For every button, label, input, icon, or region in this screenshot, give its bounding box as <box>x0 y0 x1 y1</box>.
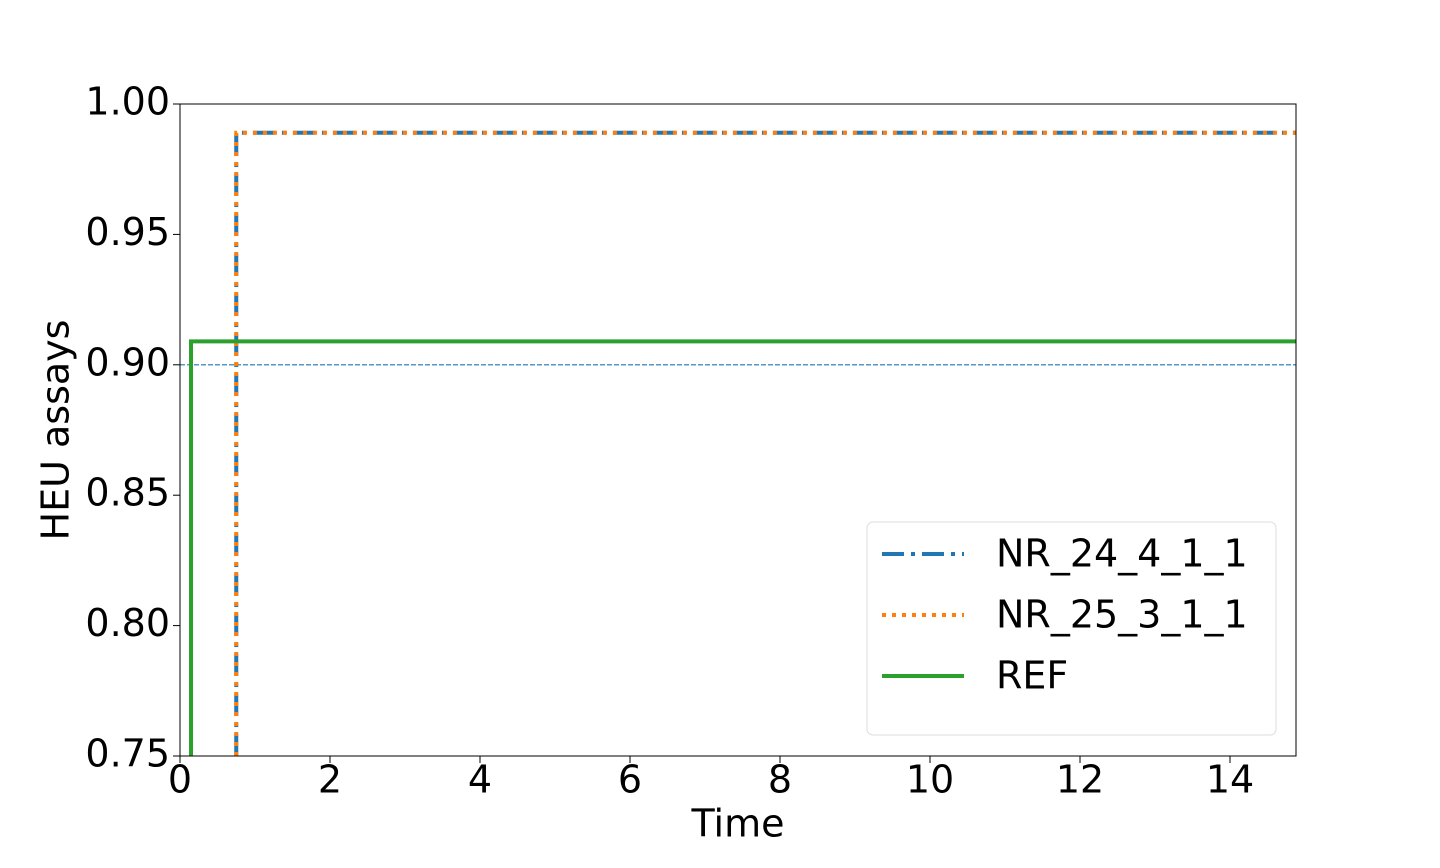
x-tick-label: 4 <box>468 758 492 802</box>
y-axis-label: HEU assays <box>34 320 78 541</box>
y-tick-label: 0.90 <box>85 340 170 384</box>
series-line <box>234 130 1296 756</box>
y-tick-label: 0.75 <box>85 732 170 776</box>
x-tick-label: 8 <box>768 758 792 802</box>
x-axis-label: Time <box>691 802 785 846</box>
legend: NR_24_4_1_1 NR_25_3_1_1 REF <box>866 521 1277 736</box>
legend-box <box>866 521 1277 736</box>
series-line <box>234 130 1296 756</box>
x-tick-label: 12 <box>1056 758 1104 802</box>
legend-label: NR_24_4_1_1 <box>996 532 1248 576</box>
x-tick-label: 2 <box>318 758 342 802</box>
legend-label: REF <box>996 654 1068 698</box>
x-tick-label: 0 <box>168 758 192 802</box>
plot-area <box>180 130 1296 756</box>
y-tick-label: 1.00 <box>85 80 170 124</box>
plot-frame <box>179 103 1297 757</box>
x-tick-label: 14 <box>1206 758 1254 802</box>
y-tick-label: 0.80 <box>85 601 170 645</box>
y-tick-label: 0.95 <box>85 210 170 254</box>
series-line <box>189 339 1296 756</box>
legend-label: NR_25_3_1_1 <box>996 593 1248 637</box>
x-tick-label: 6 <box>618 758 642 802</box>
x-tick-label: 10 <box>906 758 954 802</box>
y-tick-label: 0.85 <box>85 471 170 515</box>
